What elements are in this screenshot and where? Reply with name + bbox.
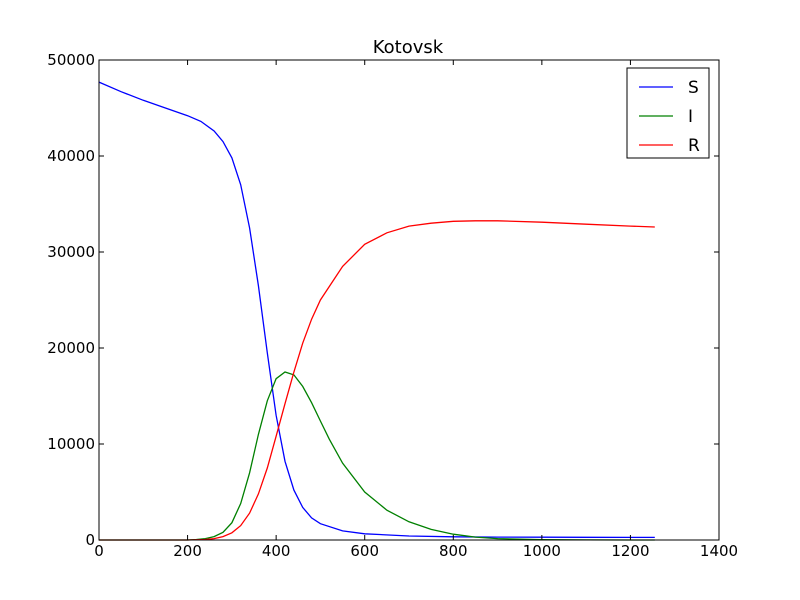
legend: SIR [626,67,710,159]
legend-box [626,67,710,159]
series-line-r [99,220,655,541]
tick-layer: 0 200 400 600 800 1000 1200 1400 0 10000 20000 3000… [47,51,738,560]
y-tick-label: 20000 [47,339,95,357]
x-tick-label: 1400 [700,542,738,560]
y-tick-label: 10000 [47,435,95,453]
legend-label-r: R [688,136,700,156]
x-tick-label: 0 [94,542,104,560]
series-line-i [99,371,655,541]
y-tick-label: 50000 [47,51,95,69]
plot-area-frame [98,59,720,541]
y-tick-label: 40000 [47,147,95,165]
x-tick-label: 400 [262,542,291,560]
x-tick-label: 200 [173,542,202,560]
x-tick-label: 1000 [523,542,561,560]
x-tick-label: 800 [439,542,468,560]
chart-title: Kotovsk [373,37,444,58]
series-layer [98,81,655,541]
y-tick-label: 30000 [47,243,95,261]
legend-label-i: I [688,107,693,127]
x-tick-label: 1200 [611,542,649,560]
y-tick-label: 0 [85,531,95,549]
series-line-s [98,81,655,539]
x-tick-label: 600 [350,542,379,560]
legend-label-s: S [688,78,699,98]
